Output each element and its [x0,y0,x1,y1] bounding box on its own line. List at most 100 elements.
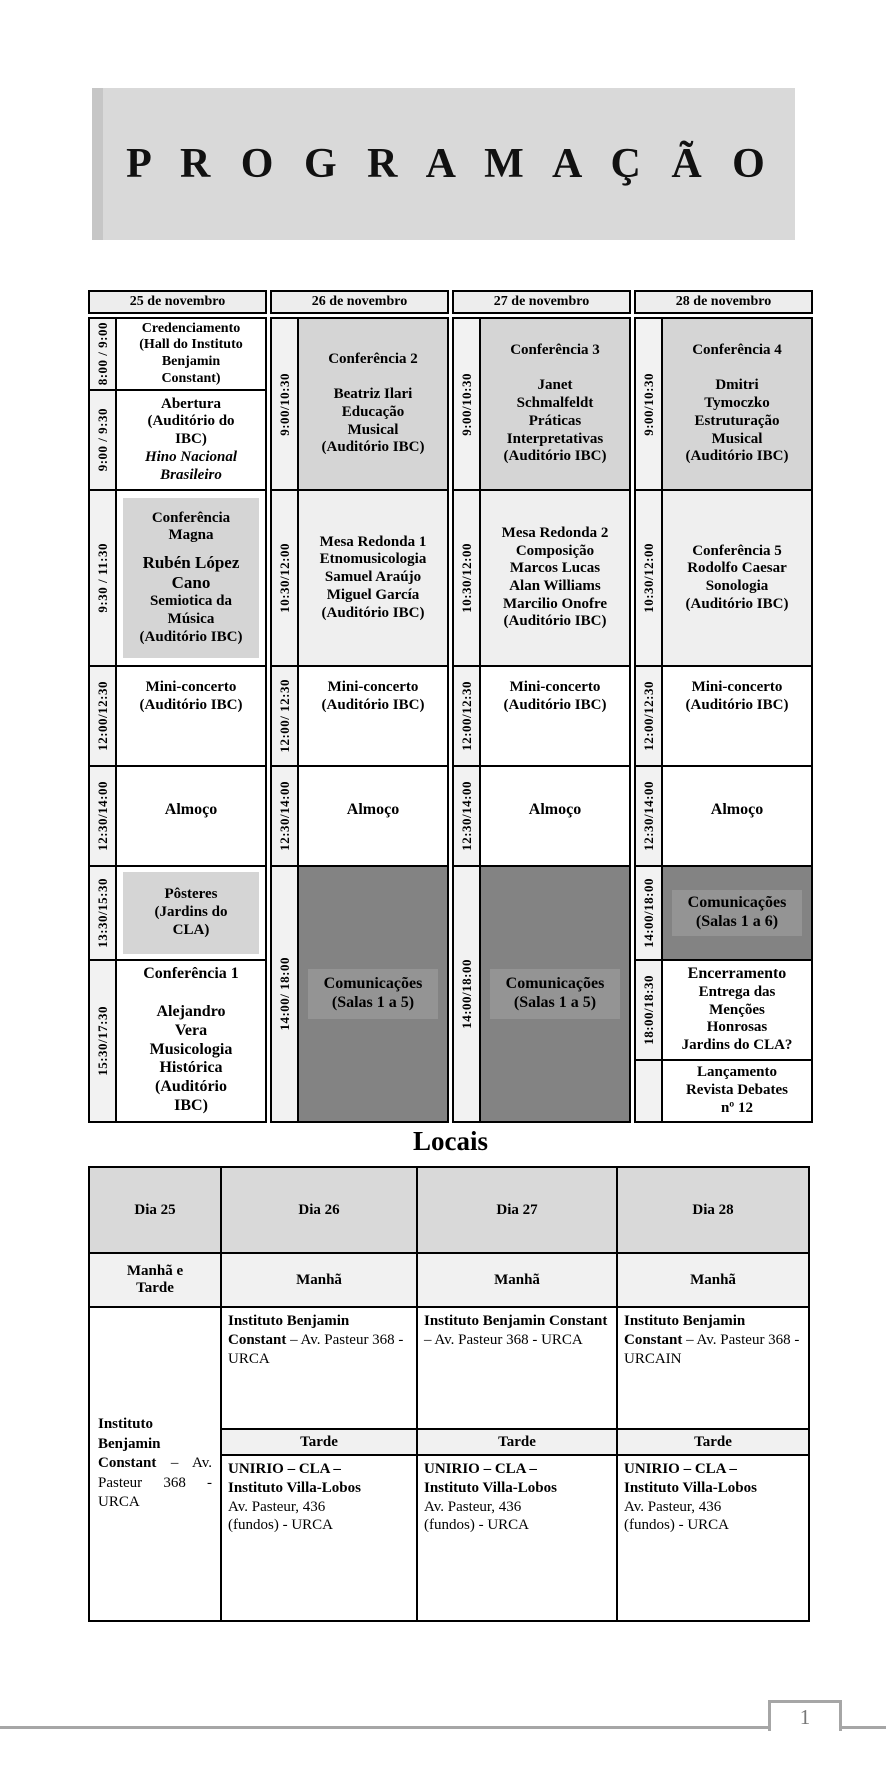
time-label: 12:30/14:00 [94,781,110,851]
venue-name: Instituto Benjamin Constant [624,1313,746,1348]
locais-morning-cell: Instituto Benjamin Constant – Av. Pasteu… [418,1308,616,1430]
locais-column-dia-26: Dia 26 Manhã Instituto Benjamin Constant… [222,1168,418,1620]
locais-body: Instituto Benjamin Constant – Av. Pasteu… [618,1308,808,1620]
locais-day-header: Dia 27 [418,1168,616,1254]
schedule-cell: Pôsteres (Jardins do CLA) [117,867,265,959]
slot-mesa-redonda-1: 10:30/12:00 Mesa Redonda 1 Etnomusicolog… [272,489,447,665]
venue-address: Av. Pasteur, 436 (fundos) - URCA [624,1498,729,1534]
day-body-27: 9:00/10:30 Conferência 3 Janet Schmalfel… [452,317,631,1123]
time-cell [636,1061,663,1121]
day-column-28: 28 de novembro 9:00/10:30 Conferência 4 … [634,290,813,1123]
time-cell: 12:00/12:30 [636,667,663,765]
locais-table: Dia 25 Manhã e Tarde Instituto Benjamin … [88,1166,810,1622]
dark-band: Comunicações (Salas 1 a 5) [490,969,620,1019]
time-cell: 9:00/10:30 [454,319,481,489]
slot-almoco: 12:30/14:00 Almoço [272,765,447,865]
venue-address: – Av. Pasteur 368 - URCAIN [624,1331,800,1367]
day-column-27: 27 de novembro 9:00/10:30 Conferência 3 … [452,290,631,1123]
schedule-cell: Mesa Redonda 2 Composição Marcos Lucas A… [481,491,629,665]
slot-abertura: 9:00 / 9:30 Abertura (Auditório do IBC) … [90,389,265,489]
locais-period: Manhã [618,1254,808,1308]
locais-morning-cell: Instituto Benjamin Constant – Av. Pasteu… [222,1308,416,1430]
slot-conferencia-5: 10:30/12:00 Conferência 5 Rodolfo Caesar… [636,489,811,665]
slot-mini-concerto: 12:00/12:30 Mini-concerto (Auditório IBC… [454,665,629,765]
slot-mini-concerto: 12:00/ 12:30 Mini-concerto (Auditório IB… [272,665,447,765]
schedule-cell: Conferência 1 Alejandro Vera Musicologia… [117,961,265,1121]
venue-address: – Av. Pasteur 368 - URCA [424,1331,583,1348]
locais-title: Locais [412,1126,488,1156]
schedule-cell: Conferência 3 Janet Schmalfeldt Práticas… [481,319,629,489]
schedule-table: 25 de novembro 8:00 / 9:00 Credenciament… [88,290,813,1123]
schedule-cell: Mesa Redonda 1 Etnomusicologia Samuel Ar… [299,491,447,665]
slot-conferencia-1: 15:30/17:30 Conferência 1 Alejandro Vera… [90,959,265,1121]
venue-name: Instituto Benjamin Constant [98,1416,161,1472]
locais-body: Instituto Benjamin Constant – Av. Pasteu… [418,1308,616,1620]
day-body-25: 8:00 / 9:00 Credenciamento (Hall do Inst… [88,317,267,1123]
time-label: 12:30/14:00 [276,781,292,851]
locais-afternoon-cell: UNIRIO – CLA – Instituto Villa-Lobos Av.… [618,1456,808,1620]
locais-day-header: Dia 25 [90,1168,220,1254]
time-label: 8:00 / 9:00 [94,322,110,386]
schedule-cell: Conferência 2 Beatriz Ilari Educação Mus… [299,319,447,489]
time-cell: 14:00/ 18:00 [272,867,299,1121]
locais-period: Manhã e Tarde [90,1254,220,1308]
time-cell: 9:30 / 11:30 [90,491,117,665]
venue-name: Instituto Benjamin Constant [228,1313,350,1348]
venue-name: UNIRIO – CLA – Instituto Villa-Lobos [424,1461,557,1496]
page-number: 1 [768,1700,842,1731]
time-cell: 10:30/12:00 [454,491,481,665]
venue-address: – Av. Pasteur 368 - URCA [98,1455,212,1511]
slot-posteres: 13:30/15:30 Pôsteres (Jardins do CLA) [90,865,265,959]
locais-afternoon-cell: UNIRIO – CLA – Instituto Villa-Lobos Av.… [418,1456,616,1620]
slot-comunicacoes: 14:00/ 18:00 Comunicações (Salas 1 a 5) [272,865,447,1121]
footer-divider-line [0,1726,886,1729]
time-label: 18:00/18:30 [640,975,656,1045]
locais-column-dia-27: Dia 27 Manhã Instituto Benjamin Constant… [418,1168,618,1620]
day-header-25: 25 de novembro [88,290,267,314]
schedule-cell: Credenciamento (Hall do Instituto Benjam… [117,319,265,389]
schedule-cell: Comunicações (Salas 1 a 5) [299,867,447,1121]
venue-address: – Av. Pasteur 368 - URCA [228,1331,404,1367]
schedule-cell: Almoço [299,767,447,865]
slot-conferencia-3: 9:00/10:30 Conferência 3 Janet Schmalfel… [454,319,629,489]
gray-shade-block: Pôsteres (Jardins do CLA) [123,872,259,954]
time-label: 10:30/12:00 [640,543,656,613]
venue-address: Av. Pasteur, 436 (fundos) - URCA [228,1498,333,1534]
slot-conferencia-magna: 9:30 / 11:30 Conferência Magna Rubén Lóp… [90,489,265,665]
time-cell: 9:00/10:30 [272,319,299,489]
time-label: 12:30/14:00 [640,781,656,851]
slot-mesa-redonda-2: 10:30/12:00 Mesa Redonda 2 Composição Ma… [454,489,629,665]
schedule-cell: Conferência Magna Rubén López Cano Semio… [117,491,265,665]
time-label: 13:30/15:30 [94,878,110,948]
locais-tarde-header: Tarde [618,1430,808,1456]
day-body-26: 9:00/10:30 Conferência 2 Beatriz Ilari E… [270,317,449,1123]
time-cell: 12:30/14:00 [636,767,663,865]
gray-shade-block: Conferência Magna Rubén López Cano Semio… [123,498,259,658]
dark-band: Comunicações (Salas 1 a 6) [672,890,802,936]
time-cell: 14:00/18:00 [636,867,663,959]
slot-almoco: 12:30/14:00 Almoço [454,765,629,865]
slot-comunicacoes: 14:00/18:00 Comunicações (Salas 1 a 5) [454,865,629,1121]
day-header-28: 28 de novembro [634,290,813,314]
time-label: 9:00/10:30 [640,372,656,436]
time-label: 12:30/14:00 [458,781,474,851]
time-cell: 12:30/14:00 [90,767,117,865]
time-label: 14:00/18:00 [640,878,656,948]
schedule-cell: Lançamento Revista Debates nº 12 [663,1061,811,1121]
schedule-cell: Mini-concerto (Auditório IBC) [117,667,265,765]
locais-body: Instituto Benjamin Constant – Av. Pasteu… [222,1308,416,1620]
schedule-cell: Conferência 4 Dmitri Tymoczko Estruturaç… [663,319,811,489]
locais-column-dia-28: Dia 28 Manhã Instituto Benjamin Constant… [618,1168,808,1620]
time-cell: 13:30/15:30 [90,867,117,959]
time-label: 9:30 / 11:30 [94,543,110,613]
locais-day-header: Dia 26 [222,1168,416,1254]
time-label: 9:00 / 9:30 [94,408,110,472]
slot-encerramento: 18:00/18:30 Encerramento Entrega das Men… [636,959,811,1059]
time-label: 10:30/12:00 [276,543,292,613]
slot-conferencia-4: 9:00/10:30 Conferência 4 Dmitri Tymoczko… [636,319,811,489]
time-label: 12:00/12:30 [94,681,110,751]
locais-column-dia-25: Dia 25 Manhã e Tarde Instituto Benjamin … [90,1168,222,1620]
venue-name: UNIRIO – CLA – Instituto Villa-Lobos [624,1461,757,1496]
schedule-cell: Almoço [481,767,629,865]
day-column-26: 26 de novembro 9:00/10:30 Conferência 2 … [270,290,449,1123]
